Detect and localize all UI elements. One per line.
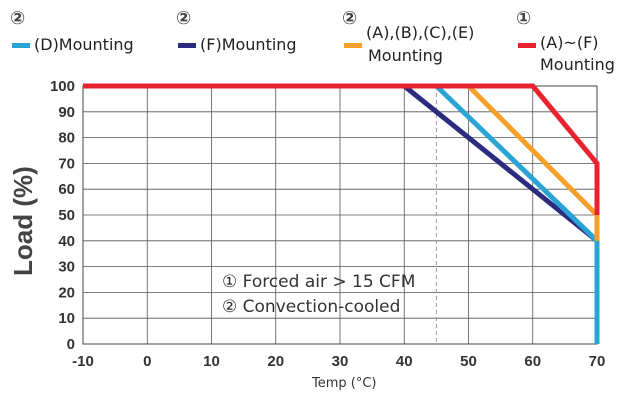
y-tick-label: 30 [58,259,75,276]
legend-marker-abce: ② [342,8,358,29]
x-axis-label: Temp (°C) [312,376,377,391]
x-tick-label: 20 [267,353,284,370]
y-tick-label: 100 [50,78,75,95]
y-tick-label: 60 [58,181,75,198]
x-tick-label: 70 [589,353,606,370]
x-tick-labels: -10 0 10 20 30 40 50 60 70 [72,353,605,370]
legend-swatch-af [518,43,536,48]
y-tick-label: 20 [58,284,75,301]
legend-swatch-d [12,43,30,48]
legend-marker-d: ② [10,8,26,29]
grid [82,85,598,345]
x-tick-label: -10 [72,353,94,370]
annotation-convection: ② Convection-cooled [222,297,401,317]
legend-label-abce-line2: Mounting [368,46,443,65]
y-tick-label: 40 [58,233,75,250]
y-tick-label: 70 [58,155,75,172]
legend-label-f: (F)Mounting [200,35,297,54]
x-tick-label: 50 [460,353,477,370]
y-tick-label: 80 [58,130,75,147]
legend-swatch-f [178,43,196,48]
y-tick-label: 0 [67,336,75,353]
y-tick-label: 10 [58,310,75,327]
x-tick-label: 30 [332,353,349,370]
series-line-af [83,83,600,215]
legend-label-af-line2: Mounting [540,55,615,74]
y-axis-label: Load (%) [8,166,38,276]
series-lines [83,83,600,344]
x-tick-label: 60 [524,353,541,370]
y-tick-labels: 0 10 20 30 40 50 60 70 80 90 100 [50,78,75,353]
x-tick-label: 0 [143,353,151,370]
y-tick-label: 50 [58,207,75,224]
y-tick-label: 90 [58,104,75,121]
legend-swatch-abce [344,43,362,48]
x-tick-label: 40 [396,353,413,370]
legend-marker-af: ① [516,8,532,29]
x-tick-label: 10 [203,353,220,370]
annotation-forced-air: ① Forced air > 15 CFM [222,272,416,292]
legend-label-abce-line1: (A),(B),(C),(E) [366,23,475,42]
legend-label-d: (D)Mounting [34,35,134,54]
legend-label-af-line1: (A)~(F) [540,33,599,52]
legend-marker-f: ② [176,8,192,29]
